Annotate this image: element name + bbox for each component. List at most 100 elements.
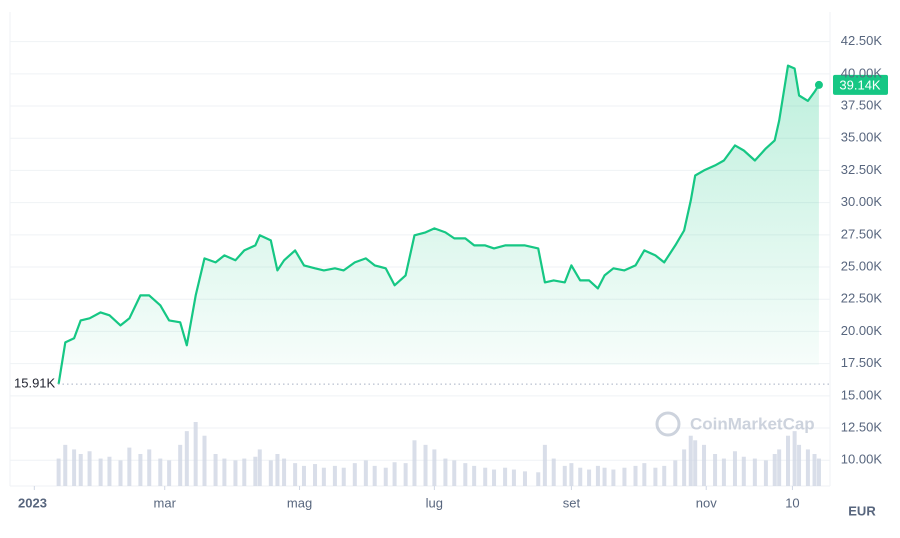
volume-bar: [536, 472, 541, 486]
y-tick-label: 25.00K: [841, 258, 883, 273]
x-tick-label: nov: [696, 495, 717, 510]
last-point: [814, 80, 823, 89]
volume-bar: [492, 469, 497, 486]
volume-bar: [693, 440, 698, 486]
volume-bar: [63, 444, 68, 486]
volume-bar: [633, 465, 638, 486]
last-price-label: 39.14K: [839, 77, 881, 92]
volume-bar: [741, 456, 746, 486]
volume-bar: [257, 449, 262, 486]
volume-bar: [432, 449, 437, 486]
volume-bar: [578, 467, 583, 486]
x-tick-label: lug: [426, 495, 443, 510]
volume-bar: [688, 435, 693, 486]
volume-bar: [653, 467, 658, 486]
volume-bar: [222, 458, 227, 486]
volume-bar: [713, 454, 718, 486]
volume-bar: [383, 467, 388, 486]
volume-bar: [372, 465, 377, 486]
volume-bar: [752, 458, 757, 486]
volume-bar: [777, 449, 782, 486]
volume-bar: [805, 449, 810, 486]
volume-bar: [673, 460, 678, 486]
volume-bar: [642, 463, 647, 486]
volume-bar: [792, 431, 797, 486]
volume-bar: [483, 467, 488, 486]
volume-bar: [268, 460, 273, 486]
volume-bar: [423, 444, 428, 486]
volume-bar: [452, 460, 457, 486]
x-tick-label: 2023: [18, 495, 47, 510]
volume-bar: [443, 458, 448, 486]
x-tick-label: mag: [287, 495, 312, 510]
volume-bar: [56, 458, 61, 486]
volume-bar: [611, 469, 616, 486]
watermark-text: CoinMarketCap: [690, 414, 815, 433]
volume-bar: [193, 422, 198, 486]
y-tick-label: 42.50K: [841, 33, 883, 48]
area: [58, 65, 819, 385]
volume-bar: [158, 458, 163, 486]
watermark-logo: [655, 411, 681, 437]
x-tick-label: 10: [785, 495, 799, 510]
y-tick-label: 35.00K: [841, 130, 883, 145]
volume-bar: [503, 467, 508, 486]
volume-bar: [562, 465, 567, 486]
volume-bar: [147, 449, 152, 486]
volume-bar: [167, 460, 172, 486]
volume-bar: [87, 451, 92, 486]
volume-bar: [352, 463, 357, 486]
volume-bar: [463, 463, 468, 486]
volume-bar: [178, 444, 183, 486]
volume-bar: [301, 465, 306, 486]
volume-bar: [732, 451, 737, 486]
volume-bar: [522, 471, 527, 486]
watermark: CoinMarketCap: [655, 411, 815, 437]
last-price-badge: [833, 74, 888, 95]
volume-bar: [587, 469, 592, 486]
volume-bar: [602, 467, 607, 486]
volume-bar: [72, 449, 77, 486]
price-line: [57, 64, 820, 385]
y-tick-label: 17.50K: [841, 355, 883, 370]
volume-bar: [797, 444, 802, 486]
y-tick-label: 40.00K: [841, 65, 883, 80]
currency-label: EUR: [848, 503, 876, 518]
volume-bar: [763, 460, 768, 486]
volume-bar: [363, 460, 368, 486]
start-price-label: 15.91K: [14, 376, 56, 391]
volume-bar: [569, 463, 574, 486]
volume-bar: [721, 458, 726, 486]
volume-bar: [812, 454, 817, 486]
y-tick-label: 37.50K: [841, 97, 883, 112]
volume-bar: [184, 431, 189, 486]
y-tick-label: 27.50K: [841, 226, 883, 241]
x-tick-label: mar: [154, 495, 177, 510]
x-tick-label: set: [563, 495, 581, 510]
volume-bar: [682, 449, 687, 486]
y-tick-label: 32.50K: [841, 162, 883, 177]
volume-bar: [282, 458, 287, 486]
volume-bar: [313, 464, 318, 486]
volume-bar: [202, 435, 207, 486]
volume-bar: [816, 458, 821, 486]
volume-bar: [107, 456, 112, 486]
volume-bar: [233, 460, 238, 486]
volume-bar: [341, 467, 346, 486]
volume-bar: [511, 469, 516, 486]
volume-bar: [78, 454, 83, 486]
volume-bar: [242, 458, 247, 486]
y-tick-label: 10.00K: [841, 452, 883, 467]
volume-bar: [127, 447, 132, 486]
volume-bar: [662, 465, 667, 486]
volume-bar: [293, 463, 298, 486]
volume-bar: [138, 454, 143, 486]
volume-bar: [551, 458, 556, 486]
volume-bar: [213, 454, 218, 486]
plot: 15.91K 39.14K: [14, 64, 888, 391]
volume-bar: [118, 460, 123, 486]
volume-bar: [392, 462, 397, 486]
y-tick-label: 30.00K: [841, 194, 883, 209]
